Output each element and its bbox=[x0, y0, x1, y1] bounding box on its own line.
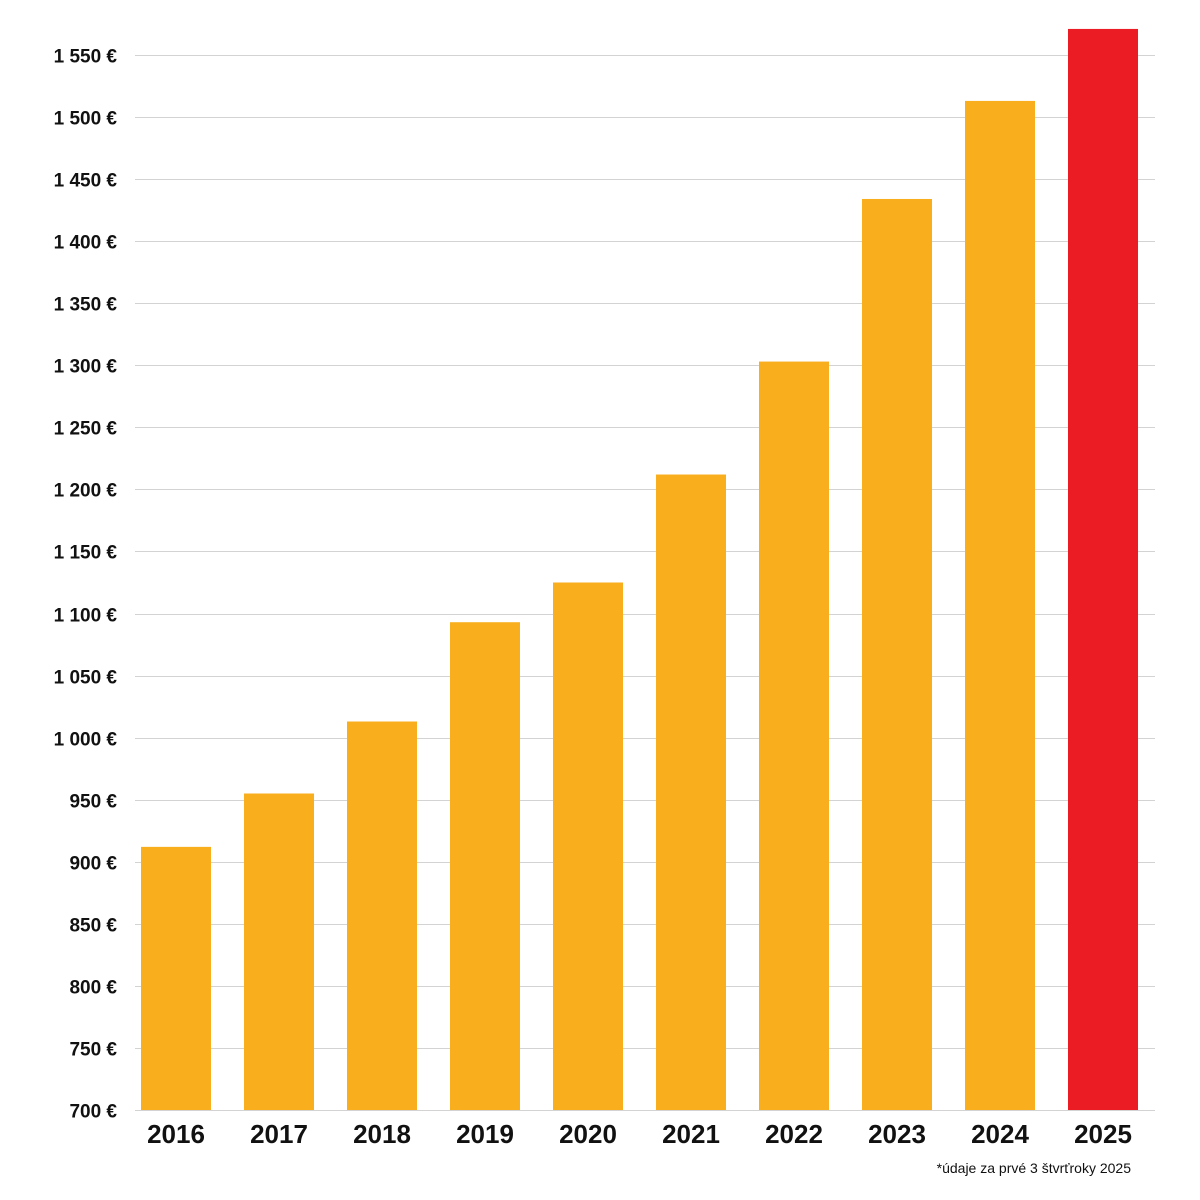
y-tick-label: 850 € bbox=[69, 916, 117, 937]
bar-2018 bbox=[347, 721, 417, 1110]
x-axis-tick-labels: 2016 2017 2018 2019 2020 2021 2022 2023 2024 2025 bbox=[147, 1119, 1132, 1149]
y-tick-label: 1 350 € bbox=[54, 295, 118, 316]
x-tick-label: 2017 bbox=[250, 1119, 308, 1149]
bar-2024 bbox=[965, 100, 1035, 1111]
y-tick-label: 1 550 € bbox=[54, 47, 118, 68]
x-tick-label: 2022 bbox=[765, 1119, 823, 1149]
y-tick-label: 750 € bbox=[69, 1040, 117, 1061]
bar-2023 bbox=[862, 198, 932, 1111]
bar-2022 bbox=[759, 361, 829, 1111]
x-tick-label: 2024 bbox=[971, 1119, 1029, 1149]
y-tick-label: 1 150 € bbox=[54, 543, 118, 564]
y-tick-label: 1 450 € bbox=[54, 171, 118, 192]
y-tick-label: 800 € bbox=[69, 978, 117, 999]
y-tick-label: 1 050 € bbox=[54, 668, 118, 689]
x-tick-label: 2018 bbox=[353, 1119, 411, 1149]
y-tick-label: 1 000 € bbox=[54, 730, 118, 751]
bars bbox=[141, 28, 1138, 1111]
y-tick-label: 1 500 € bbox=[54, 109, 118, 130]
x-tick-label: 2020 bbox=[559, 1119, 617, 1149]
x-tick-label: 2016 bbox=[147, 1119, 205, 1149]
footnote: *údaje za prvé 3 štvrťroky 2025 bbox=[936, 1160, 1131, 1176]
y-tick-label: 1 400 € bbox=[54, 233, 118, 254]
bar-2021 bbox=[656, 474, 726, 1110]
y-tick-label: 700 € bbox=[69, 1102, 117, 1123]
y-tick-label: 1 200 € bbox=[54, 481, 118, 502]
y-tick-label: 950 € bbox=[69, 792, 117, 813]
y-tick-label: 1 250 € bbox=[54, 419, 118, 440]
y-axis-tick-labels: 700 € 750 € 800 € 850 € 900 € 950 € 1 000 € 1 0… bbox=[54, 47, 118, 1123]
x-tick-label: 2019 bbox=[456, 1119, 514, 1149]
x-tick-label: 2021 bbox=[662, 1119, 720, 1149]
bar-2019 bbox=[450, 622, 520, 1110]
x-tick-label: 2023 bbox=[868, 1119, 926, 1149]
y-tick-label: 1 100 € bbox=[54, 606, 118, 627]
bar-2016 bbox=[141, 846, 211, 1110]
y-tick-label: 1 300 € bbox=[54, 357, 118, 378]
bar-2017 bbox=[244, 793, 314, 1110]
x-tick-label: 2025 bbox=[1074, 1119, 1132, 1149]
bar-2020 bbox=[553, 582, 623, 1110]
bar-2025 bbox=[1068, 28, 1138, 1110]
y-tick-label: 900 € bbox=[69, 854, 117, 875]
